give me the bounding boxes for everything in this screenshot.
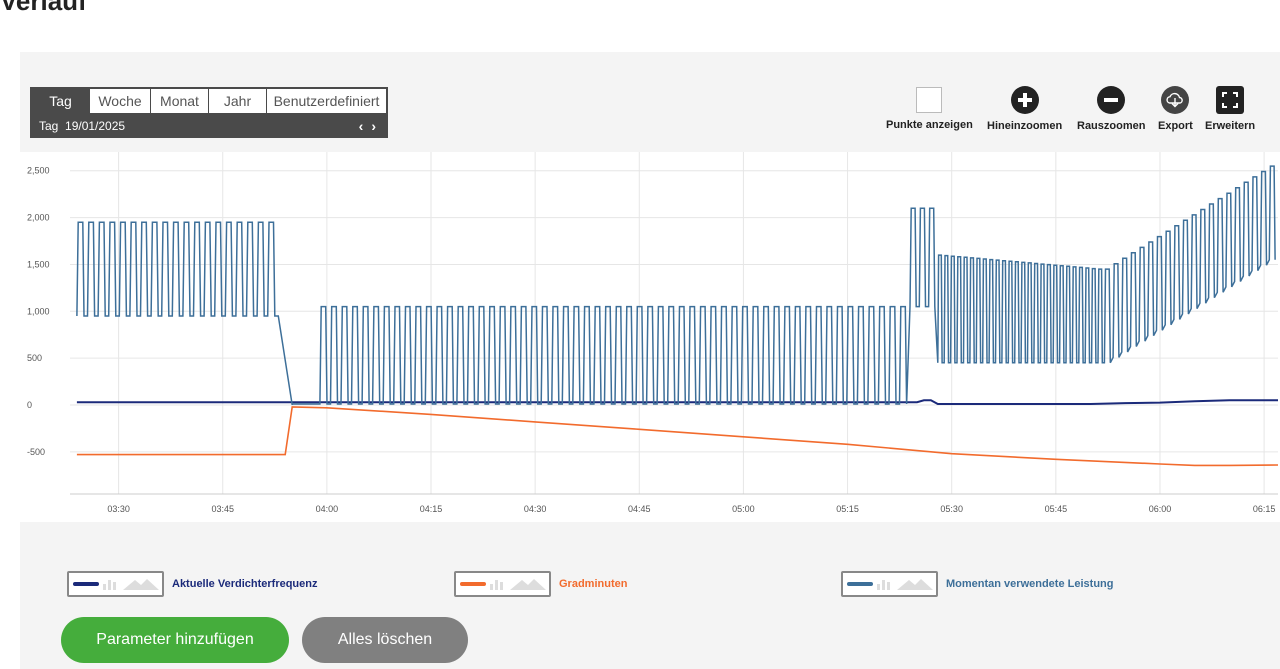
x-tick-label: 05:00 bbox=[732, 504, 755, 514]
period-date-row: Tag 19/01/2025 ‹ › bbox=[30, 113, 388, 138]
legend-frequency[interactable]: Aktuelle Verdichterfrequenz bbox=[67, 571, 318, 597]
x-tick-label: 04:15 bbox=[420, 504, 443, 514]
x-tick-label: 04:45 bbox=[628, 504, 651, 514]
legend-label-power: Momentan verwendete Leistung bbox=[946, 578, 1114, 590]
period-nav: ‹ › bbox=[359, 118, 376, 134]
chart-series bbox=[76, 165, 1279, 467]
y-tick-label: 0 bbox=[27, 400, 32, 410]
chart-background bbox=[20, 152, 1280, 522]
cloud-download-icon bbox=[1161, 86, 1190, 114]
x-tick-label: 05:15 bbox=[836, 504, 859, 514]
zoom-in-label: Hineinzoomen bbox=[987, 120, 1063, 132]
legend-swatch-frequency bbox=[67, 571, 164, 597]
series-line-frequency bbox=[76, 399, 1278, 405]
x-tick-label: 05:30 bbox=[940, 504, 963, 514]
series-line-power bbox=[76, 165, 1276, 406]
legend-swatch-graphic bbox=[460, 579, 546, 590]
y-tick-label: 1,500 bbox=[27, 259, 50, 269]
x-tick-label: 06:15 bbox=[1253, 504, 1276, 514]
legend-gradminuten[interactable]: Gradminuten bbox=[454, 571, 627, 597]
y-tick-label: 500 bbox=[27, 353, 42, 363]
zoom-out-label: Rauszoomen bbox=[1077, 120, 1146, 132]
show-points-toggle[interactable]: Punkte anzeigen bbox=[886, 86, 973, 131]
period-tabs: Tag Woche Monat Jahr Benutzerdefiniert bbox=[30, 87, 388, 113]
plus-circle-icon bbox=[1010, 86, 1039, 114]
expand-label: Erweitern bbox=[1205, 120, 1256, 132]
x-tick-label: 04:00 bbox=[316, 504, 339, 514]
page-title: Verlauf bbox=[0, 0, 87, 16]
period-selector: Tag Woche Monat Jahr Benutzerdefiniert T… bbox=[30, 87, 388, 138]
export-label: Export bbox=[1158, 120, 1193, 132]
legend-swatch-gradminuten bbox=[454, 571, 551, 597]
tab-month[interactable]: Monat bbox=[151, 89, 209, 113]
fullscreen-icon bbox=[1216, 86, 1245, 114]
y-tick-label: -500 bbox=[27, 447, 45, 457]
tab-year[interactable]: Jahr bbox=[209, 89, 267, 113]
x-axis: 03:30 03:45 04:00 04:15 04:30 04:45 05:00 05:15… bbox=[107, 504, 1275, 514]
expand-button[interactable]: Erweitern bbox=[1205, 86, 1255, 132]
x-tick-label: 04:30 bbox=[524, 504, 547, 514]
y-axis: 2,500 2,000 1,500 1,000 500 0 -500 bbox=[27, 166, 50, 457]
chevron-left-icon[interactable]: ‹ bbox=[358, 117, 364, 134]
x-tick-label: 06:00 bbox=[1149, 504, 1172, 514]
period-date-label: Tag 19/01/2025 bbox=[39, 118, 126, 133]
legend-power[interactable]: Momentan verwendete Leistung bbox=[841, 571, 1113, 597]
x-tick-label: 05:45 bbox=[1045, 504, 1068, 514]
x-tick-label: 03:45 bbox=[211, 504, 234, 514]
y-tick-label: 2,000 bbox=[27, 213, 50, 223]
add-parameter-button[interactable]: Parameter hinzufügen bbox=[61, 617, 289, 663]
tab-day[interactable]: Tag bbox=[32, 89, 90, 113]
tab-week[interactable]: Woche bbox=[90, 89, 151, 113]
legend-swatch-graphic bbox=[847, 579, 933, 590]
x-tick-label: 03:30 bbox=[107, 504, 130, 514]
show-points-checkbox[interactable] bbox=[916, 87, 943, 113]
legend-swatch-power bbox=[841, 571, 938, 597]
zoom-out-button[interactable]: Rauszoomen bbox=[1077, 86, 1145, 132]
series-line-gradminuten bbox=[76, 406, 1279, 467]
legend-label-gradminuten: Gradminuten bbox=[559, 578, 628, 590]
zoom-in-button[interactable]: Hineinzoomen bbox=[987, 86, 1062, 132]
tab-custom[interactable]: Benutzerdefiniert bbox=[267, 89, 386, 113]
legend-label-frequency: Aktuelle Verdichterfrequenz bbox=[172, 578, 318, 590]
legend-swatch-graphic bbox=[73, 579, 159, 590]
chevron-right-icon[interactable]: › bbox=[371, 117, 376, 134]
y-tick-label: 2,500 bbox=[27, 166, 50, 176]
clear-all-button[interactable]: Alles löschen bbox=[302, 617, 468, 663]
show-points-label: Punkte anzeigen bbox=[886, 119, 973, 131]
minus-circle-icon bbox=[1097, 86, 1126, 114]
y-tick-label: 1,000 bbox=[27, 306, 50, 316]
export-button[interactable]: Export bbox=[1158, 86, 1193, 132]
